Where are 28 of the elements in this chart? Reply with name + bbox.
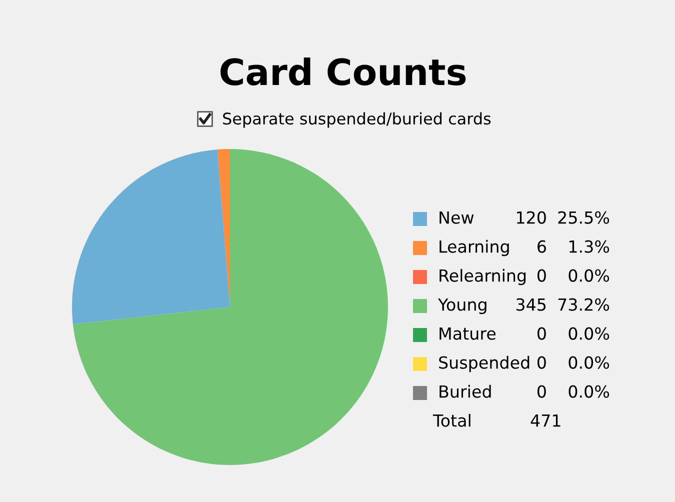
- text: 0: [537, 385, 546, 398]
- text: Separate suspended/buried cards: [223, 112, 491, 128]
- text: 0.0%: [568, 385, 610, 398]
- data-label: 345: [516, 298, 546, 311]
- text: 0.0%: [568, 269, 610, 282]
- legend-label: Buried: [440, 384, 491, 398]
- text: 0: [537, 356, 546, 369]
- legend-label: Learning: [440, 240, 509, 256]
- text: 1.3%: [569, 240, 610, 253]
- legend-label: Mature: [440, 327, 496, 340]
- data-label: 6: [538, 240, 546, 253]
- chart-title: Card Counts: [220, 58, 466, 86]
- text: 73.2%: [558, 298, 610, 311]
- legend-label: Suspended: [439, 356, 530, 372]
- pie-slice: [72, 149, 388, 465]
- pie-slice: [217, 149, 230, 307]
- text: 25.5%: [558, 211, 610, 224]
- text: Total: [432, 414, 470, 427]
- legend-label: Young: [438, 298, 486, 314]
- text: 0.0%: [568, 327, 610, 340]
- text: 0: [537, 269, 546, 282]
- legend-label: Relearning: [440, 268, 526, 286]
- legend-label: New: [440, 211, 474, 224]
- text: 0.0%: [568, 356, 610, 369]
- text: 471: [530, 414, 560, 427]
- data-label: 120: [517, 211, 546, 224]
- pie-slice: [72, 150, 230, 324]
- text: 0: [537, 327, 546, 340]
